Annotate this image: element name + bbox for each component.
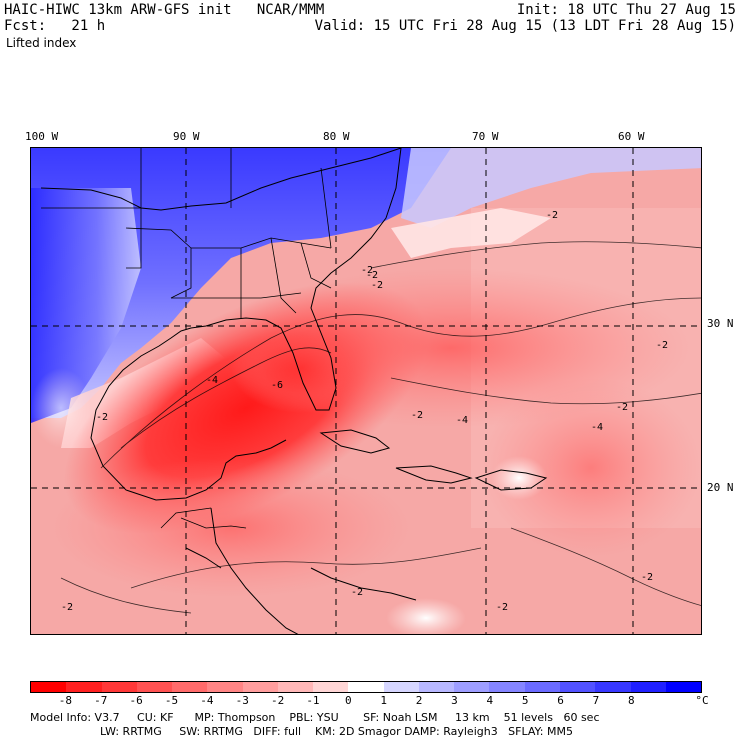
colorbar-segment bbox=[313, 682, 349, 692]
colorbar-tick-label: 3 bbox=[451, 694, 458, 707]
lon-label-100w: 100 W bbox=[25, 130, 59, 143]
colorbar-segment bbox=[454, 682, 490, 692]
colorbar-segment bbox=[31, 682, 67, 692]
colorbar-tick-label: 7 bbox=[592, 694, 600, 707]
colorbar-tick-label: -5 bbox=[164, 694, 179, 707]
political-borders bbox=[41, 148, 332, 529]
colorbar-segment bbox=[277, 682, 314, 692]
colorbar-tick-label: -2 bbox=[270, 694, 285, 707]
colorbar-segment bbox=[418, 682, 455, 692]
stable-region-northeast bbox=[401, 148, 701, 228]
contour-label: -2 bbox=[546, 210, 558, 221]
colorbar-tick-label: 2 bbox=[415, 694, 423, 707]
lon-label-60w: 60 W bbox=[618, 130, 645, 143]
colorbar-segment bbox=[348, 682, 384, 692]
contour-label: -4 bbox=[591, 422, 603, 433]
lat-label-30n: 30 N bbox=[707, 317, 734, 330]
colorbar-segment bbox=[630, 682, 666, 692]
contour-value-labels: -2 -4 -6 -2 -2 -2 -4 -2 -2 -2 -2 -2 -2 -… bbox=[61, 210, 668, 613]
pale-pocket-hispaniola bbox=[491, 456, 547, 500]
pale-pocket-south bbox=[386, 598, 466, 634]
contour-label: -2 bbox=[496, 602, 508, 613]
contour-label: -2 bbox=[616, 402, 628, 413]
colorbar-tick-label: 8 bbox=[627, 694, 635, 707]
model-info-line2: LW: RRTMG SW: RRTMG DIFF: full KM: 2D Sm… bbox=[100, 725, 573, 738]
colorbar-unit: °C bbox=[695, 694, 709, 707]
map-canvas: -2 -4 -6 -2 -2 -2 -4 -2 -2 -2 -2 -2 -2 -… bbox=[31, 148, 701, 634]
colorbar-tick-label: 4 bbox=[486, 694, 494, 707]
contour-label: -2 bbox=[411, 410, 423, 421]
valid-time: Valid: 15 UTC Fri 28 Aug 15 (13 LDT Fri … bbox=[314, 18, 736, 34]
graticule bbox=[31, 148, 701, 634]
colorbar-segment bbox=[242, 682, 278, 692]
contour-label: -2 bbox=[371, 280, 383, 291]
contour-label: -2 bbox=[656, 340, 668, 351]
colorbar-segment bbox=[383, 682, 419, 692]
colorbar-tick-label: -6 bbox=[129, 694, 143, 707]
colorbar-segment bbox=[524, 682, 560, 692]
colorbar-segment bbox=[665, 682, 702, 692]
light-zone-atlantic bbox=[391, 208, 551, 258]
colorbar-segment bbox=[559, 682, 596, 692]
forecast-hour: Fcst: 21 h bbox=[4, 18, 106, 34]
lon-label-90w: 90 W bbox=[173, 130, 200, 143]
lon-label-80w: 80 W bbox=[323, 130, 350, 143]
contour-label: -2 bbox=[351, 587, 363, 598]
model-title: HAIC-HIWC 13km ARW-GFS init NCAR/MMM bbox=[4, 2, 325, 18]
lat-label-20n: 20 N bbox=[707, 481, 734, 494]
colorbar-segment bbox=[595, 682, 631, 692]
field-name: Lifted index bbox=[6, 36, 77, 50]
colorbar-segment bbox=[101, 682, 137, 692]
unstable-mid-east bbox=[481, 378, 701, 558]
contour-label: -2 bbox=[361, 265, 373, 276]
colorbar-segment bbox=[172, 682, 208, 692]
colorbar-segment bbox=[136, 682, 173, 692]
coastlines bbox=[40, 148, 548, 634]
colorbar-tick-label: 6 bbox=[557, 694, 564, 707]
contour-label: -2 bbox=[641, 572, 653, 583]
contour-label: -2 bbox=[61, 602, 73, 613]
init-time: Init: 18 UTC Thu 27 Aug 15 bbox=[516, 2, 736, 18]
colorbar-tick-label: -8 bbox=[58, 694, 72, 707]
model-info-line1: Model Info: V3.7 CU: KF MP: Thompson PBL… bbox=[30, 711, 600, 724]
stable-region-north bbox=[31, 148, 451, 418]
colorbar-segment bbox=[66, 682, 102, 692]
stable-region-west bbox=[31, 188, 141, 423]
contour-label: -2 bbox=[366, 270, 378, 281]
colorbar-tick-label: -4 bbox=[200, 694, 214, 707]
colorbar-tick-label: 1 bbox=[380, 694, 387, 707]
colorbar bbox=[30, 681, 702, 693]
contour-label: -2 bbox=[96, 412, 108, 423]
lifted-index-map: -2 -4 -6 -2 -2 -2 -4 -2 -2 -2 -2 -2 -2 -… bbox=[30, 147, 702, 635]
colorbar-tick-label: 0 bbox=[345, 694, 352, 707]
colorbar-tick-label: -3 bbox=[235, 694, 249, 707]
colorbar-segment bbox=[489, 682, 525, 692]
contour-lines bbox=[60, 241, 701, 614]
contour-label: -4 bbox=[206, 375, 218, 386]
pale-pocket-mexico bbox=[31, 368, 91, 448]
lon-label-70w: 70 W bbox=[472, 130, 499, 143]
contour-label: -4 bbox=[456, 415, 468, 426]
colorbar-segment bbox=[207, 682, 243, 692]
colorbar-tick-label: -7 bbox=[94, 694, 108, 707]
colorbar-tick-label: 5 bbox=[521, 694, 529, 707]
colorbar-tick-label: -1 bbox=[306, 694, 320, 707]
unstable-mid-south bbox=[51, 458, 411, 598]
contour-label: -6 bbox=[271, 380, 283, 391]
